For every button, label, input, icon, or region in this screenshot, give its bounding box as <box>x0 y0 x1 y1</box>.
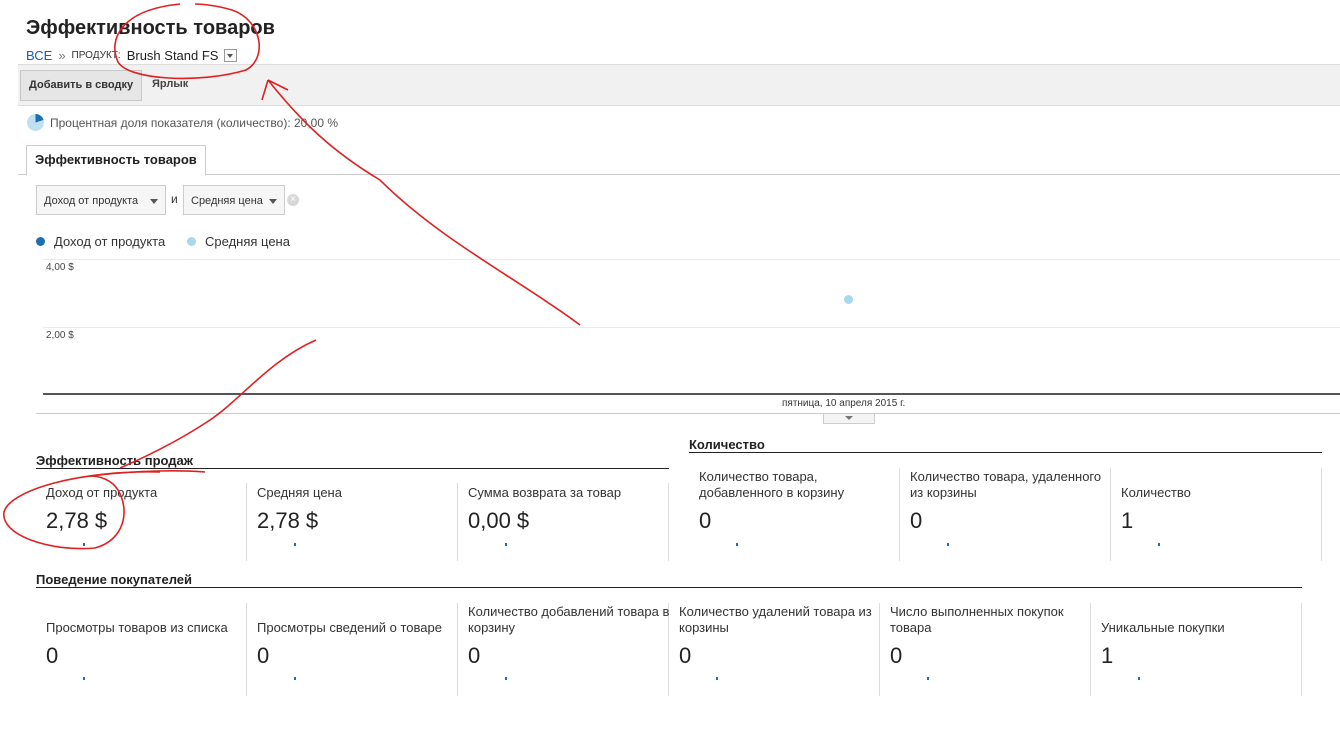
sparkline <box>716 677 718 680</box>
section-underline <box>689 452 1322 453</box>
metric-value: 0 <box>890 643 903 668</box>
legend-label: Средняя цена <box>205 234 290 249</box>
add-to-dashboard-button[interactable]: Добавить в сводку <box>20 70 143 101</box>
metric-card[interactable]: Доход от продукта 2,78 $ <box>36 483 247 561</box>
metric-card[interactable]: Уникальные покупки 1 <box>1091 603 1302 696</box>
metric-card[interactable]: Количество товара, удаленного из корзины… <box>900 468 1111 561</box>
sparkline <box>736 543 738 546</box>
sparkline <box>505 677 507 680</box>
tab-divider <box>18 174 1340 175</box>
sparkline <box>1158 543 1160 546</box>
metric-label: Число выполненных покупок товара <box>890 604 1064 635</box>
sparkline <box>83 677 85 680</box>
breadcrumb-product-value: Brush Stand FS <box>126 48 219 63</box>
metric-label: Количество <box>1121 485 1191 500</box>
metric-value: 0 <box>46 643 59 668</box>
metric-label: Сумма возврата за товар <box>468 485 622 500</box>
annotation-arrow <box>119 339 317 469</box>
tab-product-performance[interactable]: Эффективность товаров <box>26 145 206 176</box>
metric-label: Просмотры сведений о товаре <box>257 620 442 635</box>
page-title: Эффективность товаров <box>26 17 275 39</box>
sparkline <box>1138 677 1140 680</box>
x-tick-label: пятница, 10 апреля 2015 г. <box>782 398 906 409</box>
chart-bottom-divider <box>36 413 1340 414</box>
legend-label: Доход от продукта <box>54 234 166 249</box>
metric-value: 0 <box>699 508 712 533</box>
legend-item-revenue: Доход от продукта <box>36 234 165 249</box>
metric-card[interactable]: Количество добавлений товара в корзину 0 <box>458 603 669 696</box>
sparkline <box>505 543 507 546</box>
metric-value: 1 <box>1121 508 1134 533</box>
metric-card[interactable]: Количество 1 <box>1111 468 1322 561</box>
gridline <box>43 327 1340 328</box>
remove-metric-icon[interactable]: × <box>287 194 299 206</box>
metric-label: Количество товара, добавленного в корзин… <box>699 469 845 500</box>
chart-collapse-handle[interactable] <box>823 414 875 424</box>
metric-value: 0 <box>468 643 481 668</box>
product-dropdown-icon[interactable] <box>224 49 238 62</box>
metric-label: Доход от продукта <box>46 485 158 500</box>
sparkline <box>294 677 296 680</box>
metric-value: 0 <box>910 508 923 533</box>
metric-label: Просмотры товаров из списка <box>46 620 228 635</box>
annotation-arrow <box>261 79 581 326</box>
legend-item-avg-price: Средняя цена <box>187 234 290 249</box>
legend-dot-icon <box>187 237 196 246</box>
pie-share-icon <box>27 114 44 131</box>
sparkline <box>294 543 296 546</box>
percent-share: Процентная доля показателя (количество):… <box>27 114 338 131</box>
legend-dot-icon <box>36 237 45 246</box>
sparkline <box>83 543 85 546</box>
shortcut-button[interactable]: Ярлык <box>152 78 189 90</box>
metric-value: 2,78 $ <box>257 508 319 533</box>
data-point[interactable] <box>844 295 853 304</box>
report-toolbar: Добавить в сводку Ярлык <box>18 64 1340 106</box>
metric-value: 0 <box>679 643 692 668</box>
section-title-sales: Эффективность продаж <box>36 453 193 468</box>
primary-metric-label: Доход от продукта <box>44 195 139 207</box>
gridline <box>43 259 1340 260</box>
metric-card[interactable]: Просмотры сведений о товаре 0 <box>247 603 458 696</box>
metric-value: 0 <box>257 643 270 668</box>
y-tick-label: 2,00 $ <box>46 330 74 341</box>
metric-value: 1 <box>1101 643 1114 668</box>
metric-value: 0,00 $ <box>468 508 530 533</box>
annotation-circle <box>114 3 261 80</box>
annotation-circle <box>3 470 206 550</box>
y-tick-label: 4,00 $ <box>46 262 74 273</box>
percent-share-text: Процентная доля показателя (количество):… <box>50 115 339 130</box>
section-underline <box>36 587 1302 588</box>
metric-label: Количество удалений товара из корзины <box>679 604 872 635</box>
metric-card[interactable]: Сумма возврата за товар 0,00 $ <box>458 483 669 561</box>
section-title-quantity: Количество <box>689 437 765 452</box>
breadcrumb-separator: » <box>58 48 66 63</box>
metric-card[interactable]: Количество товара, добавленного в корзин… <box>689 468 900 561</box>
metric-conjunction: и <box>171 192 178 206</box>
metric-value: 2,78 $ <box>46 508 108 533</box>
breadcrumb-dimension-label: ПРОДУКТ: <box>71 50 121 61</box>
sparkline <box>947 543 949 546</box>
breadcrumb-all-link[interactable]: ВСЕ <box>26 48 53 63</box>
metric-label: Средняя цена <box>257 485 342 500</box>
metric-label: Количество товара, удаленного из корзины <box>910 469 1102 500</box>
sparkline <box>927 677 929 680</box>
metric-label: Количество добавлений товара в корзину <box>468 604 670 635</box>
secondary-metric-label: Средняя цена <box>191 195 263 207</box>
section-underline <box>36 468 669 469</box>
x-axis <box>43 393 1340 395</box>
metric-label: Уникальные покупки <box>1101 620 1225 635</box>
metric-card[interactable]: Количество удалений товара из корзины 0 <box>669 603 880 696</box>
metric-card[interactable]: Просмотры товаров из списка 0 <box>36 603 247 696</box>
breadcrumb: ВСЕ » ПРОДУКТ: Brush Stand FS <box>26 48 238 63</box>
section-title-behavior: Поведение покупателей <box>36 572 193 587</box>
chevron-down-icon <box>269 199 277 204</box>
metric-card[interactable]: Число выполненных покупок товара 0 <box>880 603 1091 696</box>
chevron-down-icon <box>150 199 158 204</box>
secondary-metric-select[interactable]: Средняя цена <box>183 185 285 215</box>
primary-metric-select[interactable]: Доход от продукта <box>36 185 166 215</box>
metric-card[interactable]: Средняя цена 2,78 $ <box>247 483 458 561</box>
